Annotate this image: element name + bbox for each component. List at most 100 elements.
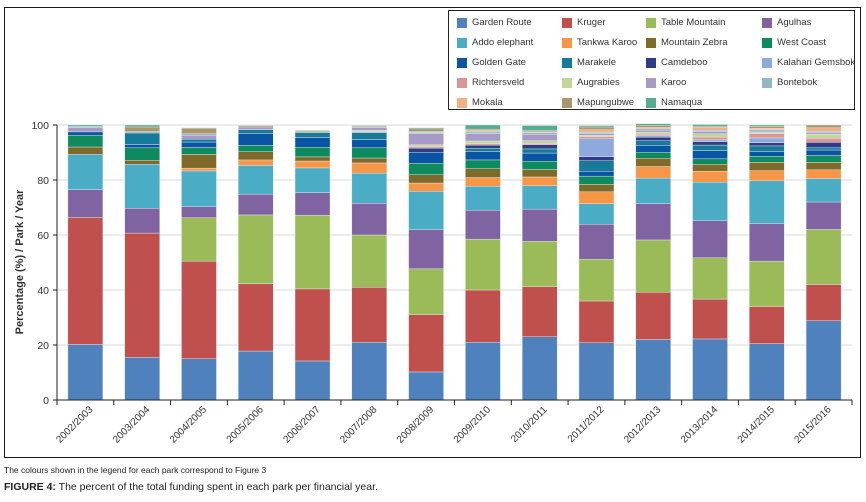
bars (67, 123, 842, 401)
caption-text: The percent of the total funding spent i… (55, 481, 378, 493)
bar-segment-golden-gate (692, 150, 728, 160)
bar-segment-west-coast (465, 159, 501, 169)
bar-segment-namaqua (578, 125, 615, 128)
bar-segment-karoo (749, 130, 785, 133)
bar-segment-addo-elephant (578, 203, 615, 225)
bar-segment-mapungubwe (805, 124, 842, 128)
bar-stack-2003-2004 (124, 124, 160, 401)
bar-segment-mapungubwe (749, 126, 785, 129)
legend-label: Kruger (577, 17, 606, 28)
bar-segment-camdeboo (635, 136, 671, 141)
bar-segment-kruger (805, 284, 842, 321)
bar-segment-mountain-zebra (294, 156, 331, 162)
bar-segment-west-coast (692, 158, 728, 165)
bar-segment-mapungubwe (521, 130, 558, 133)
legend-item-mapungubwe: Mapungubwe (562, 97, 634, 108)
bar-segment-west-coast (238, 145, 274, 152)
x-tick-label: 2006/2007 (281, 404, 323, 446)
legend-label: Namaqua (661, 97, 703, 108)
bar-segment-marakele (124, 132, 160, 145)
legend-label: Karoo (661, 77, 687, 88)
legend-item-mokala: Mokala (457, 97, 503, 108)
bar-segment-agulhas (238, 194, 274, 216)
bar-segment-tankwa-karoo (238, 159, 274, 166)
bar-segment-mountain-zebra (181, 154, 217, 169)
bar-segment-richtersveld (408, 146, 444, 149)
legend-swatch (457, 57, 467, 68)
bar-segment-mokala (578, 129, 615, 133)
bar-segment-west-coast (805, 155, 842, 163)
bar-segment-augrabies (692, 133, 728, 138)
bar-segment-marakele (294, 132, 331, 138)
bar-segment-garden-route (408, 371, 444, 401)
bar-segment-west-coast (351, 147, 388, 159)
bar-segment-namaqua (181, 127, 217, 129)
x-tick-label: 2007/2008 (338, 404, 380, 446)
bar-segment-golden-gate (749, 151, 785, 157)
bar-segment-west-coast (635, 152, 671, 159)
bar-segment-tankwa-karoo (578, 191, 615, 204)
y-tick-label: 40 (37, 285, 49, 297)
legend-swatch (762, 77, 772, 88)
legend-item-camdeboo: Camdeboo (646, 57, 707, 68)
bar-segment-mokala (805, 127, 842, 132)
bar-segment-bontebok (67, 126, 104, 128)
bar-segment-camdeboo (749, 142, 785, 147)
bar-segment-tankwa-karoo (181, 167, 217, 172)
bar-segment-kruger (181, 260, 217, 359)
bar-segment-mountain-zebra (692, 164, 728, 172)
bar-segment-namaqua (749, 124, 785, 127)
legend-item-table-mountain: Table Mountain (646, 17, 725, 28)
bar-segment-karoo (351, 127, 388, 131)
legend-label: Marakele (577, 57, 617, 68)
bar-segment-tankwa-karoo (294, 160, 331, 169)
bar-segment-augrabies (408, 144, 444, 147)
bar-segment-west-coast (578, 175, 615, 185)
bar-segment-garden-route (805, 320, 842, 401)
legend-swatch (562, 17, 572, 28)
x-tick-label: 2004/2005 (168, 404, 210, 446)
bar-segment-augrabies (465, 140, 501, 144)
bar-segment-namaqua (124, 124, 160, 128)
y-tick-label: 60 (37, 230, 49, 242)
legend-label: Garden Route (472, 17, 532, 28)
legend-item-mountain-zebra: Mountain Zebra (646, 37, 728, 48)
bar-segment-namaqua (351, 124, 388, 126)
bar-segment-addo-elephant (635, 177, 671, 204)
bar-segment-mapungubwe (238, 125, 274, 128)
bar-segment-augrabies (351, 130, 388, 132)
y-tick-label: 100 (31, 120, 49, 132)
bar-segment-karoo (578, 133, 615, 136)
legend-item-richtersveld: Richtersveld (457, 77, 524, 88)
bar-segment-bontebok (805, 131, 842, 133)
legend-item-addo-elephant: Addo elephant (457, 37, 533, 48)
bar-segment-west-coast (294, 147, 331, 158)
legend-item-west-coast: West Coast (762, 37, 826, 48)
bar-segment-kruger (578, 300, 615, 343)
bar-segment-garden-route (67, 344, 104, 401)
x-tick-label: 2003/2004 (111, 404, 153, 446)
legend-label: Camdeboo (661, 57, 708, 68)
bar-segment-table-mountain (465, 238, 501, 291)
bar-segment-west-coast (124, 147, 160, 161)
bar-segment-camdeboo (521, 144, 558, 150)
legend-label: Richtersveld (472, 77, 525, 88)
bar-segment-agulhas (692, 220, 728, 259)
bar-segment-golden-gate (67, 131, 104, 136)
figure-note: The colours shown in the legend for each… (4, 465, 267, 475)
bar-segment-addo-elephant (521, 185, 558, 210)
bar-segment-marakele (635, 140, 671, 146)
bar-segment-bontebok (521, 132, 558, 135)
bar-segment-garden-route (578, 342, 615, 401)
bar-segment-golden-gate (635, 145, 671, 153)
bar-segment-mapungubwe (465, 128, 501, 131)
legend-label: Tankwa Karoo (577, 37, 638, 48)
legend-swatch (646, 57, 656, 68)
legend-swatch (646, 17, 656, 28)
bar-segment-marakele (351, 132, 388, 140)
bar-segment-agulhas (805, 201, 842, 230)
bar-segment-agulhas (578, 224, 615, 260)
bar-segment-golden-gate (408, 152, 444, 164)
bar-segment-west-coast (408, 163, 444, 175)
bar-segment-addo-elephant (181, 170, 217, 207)
